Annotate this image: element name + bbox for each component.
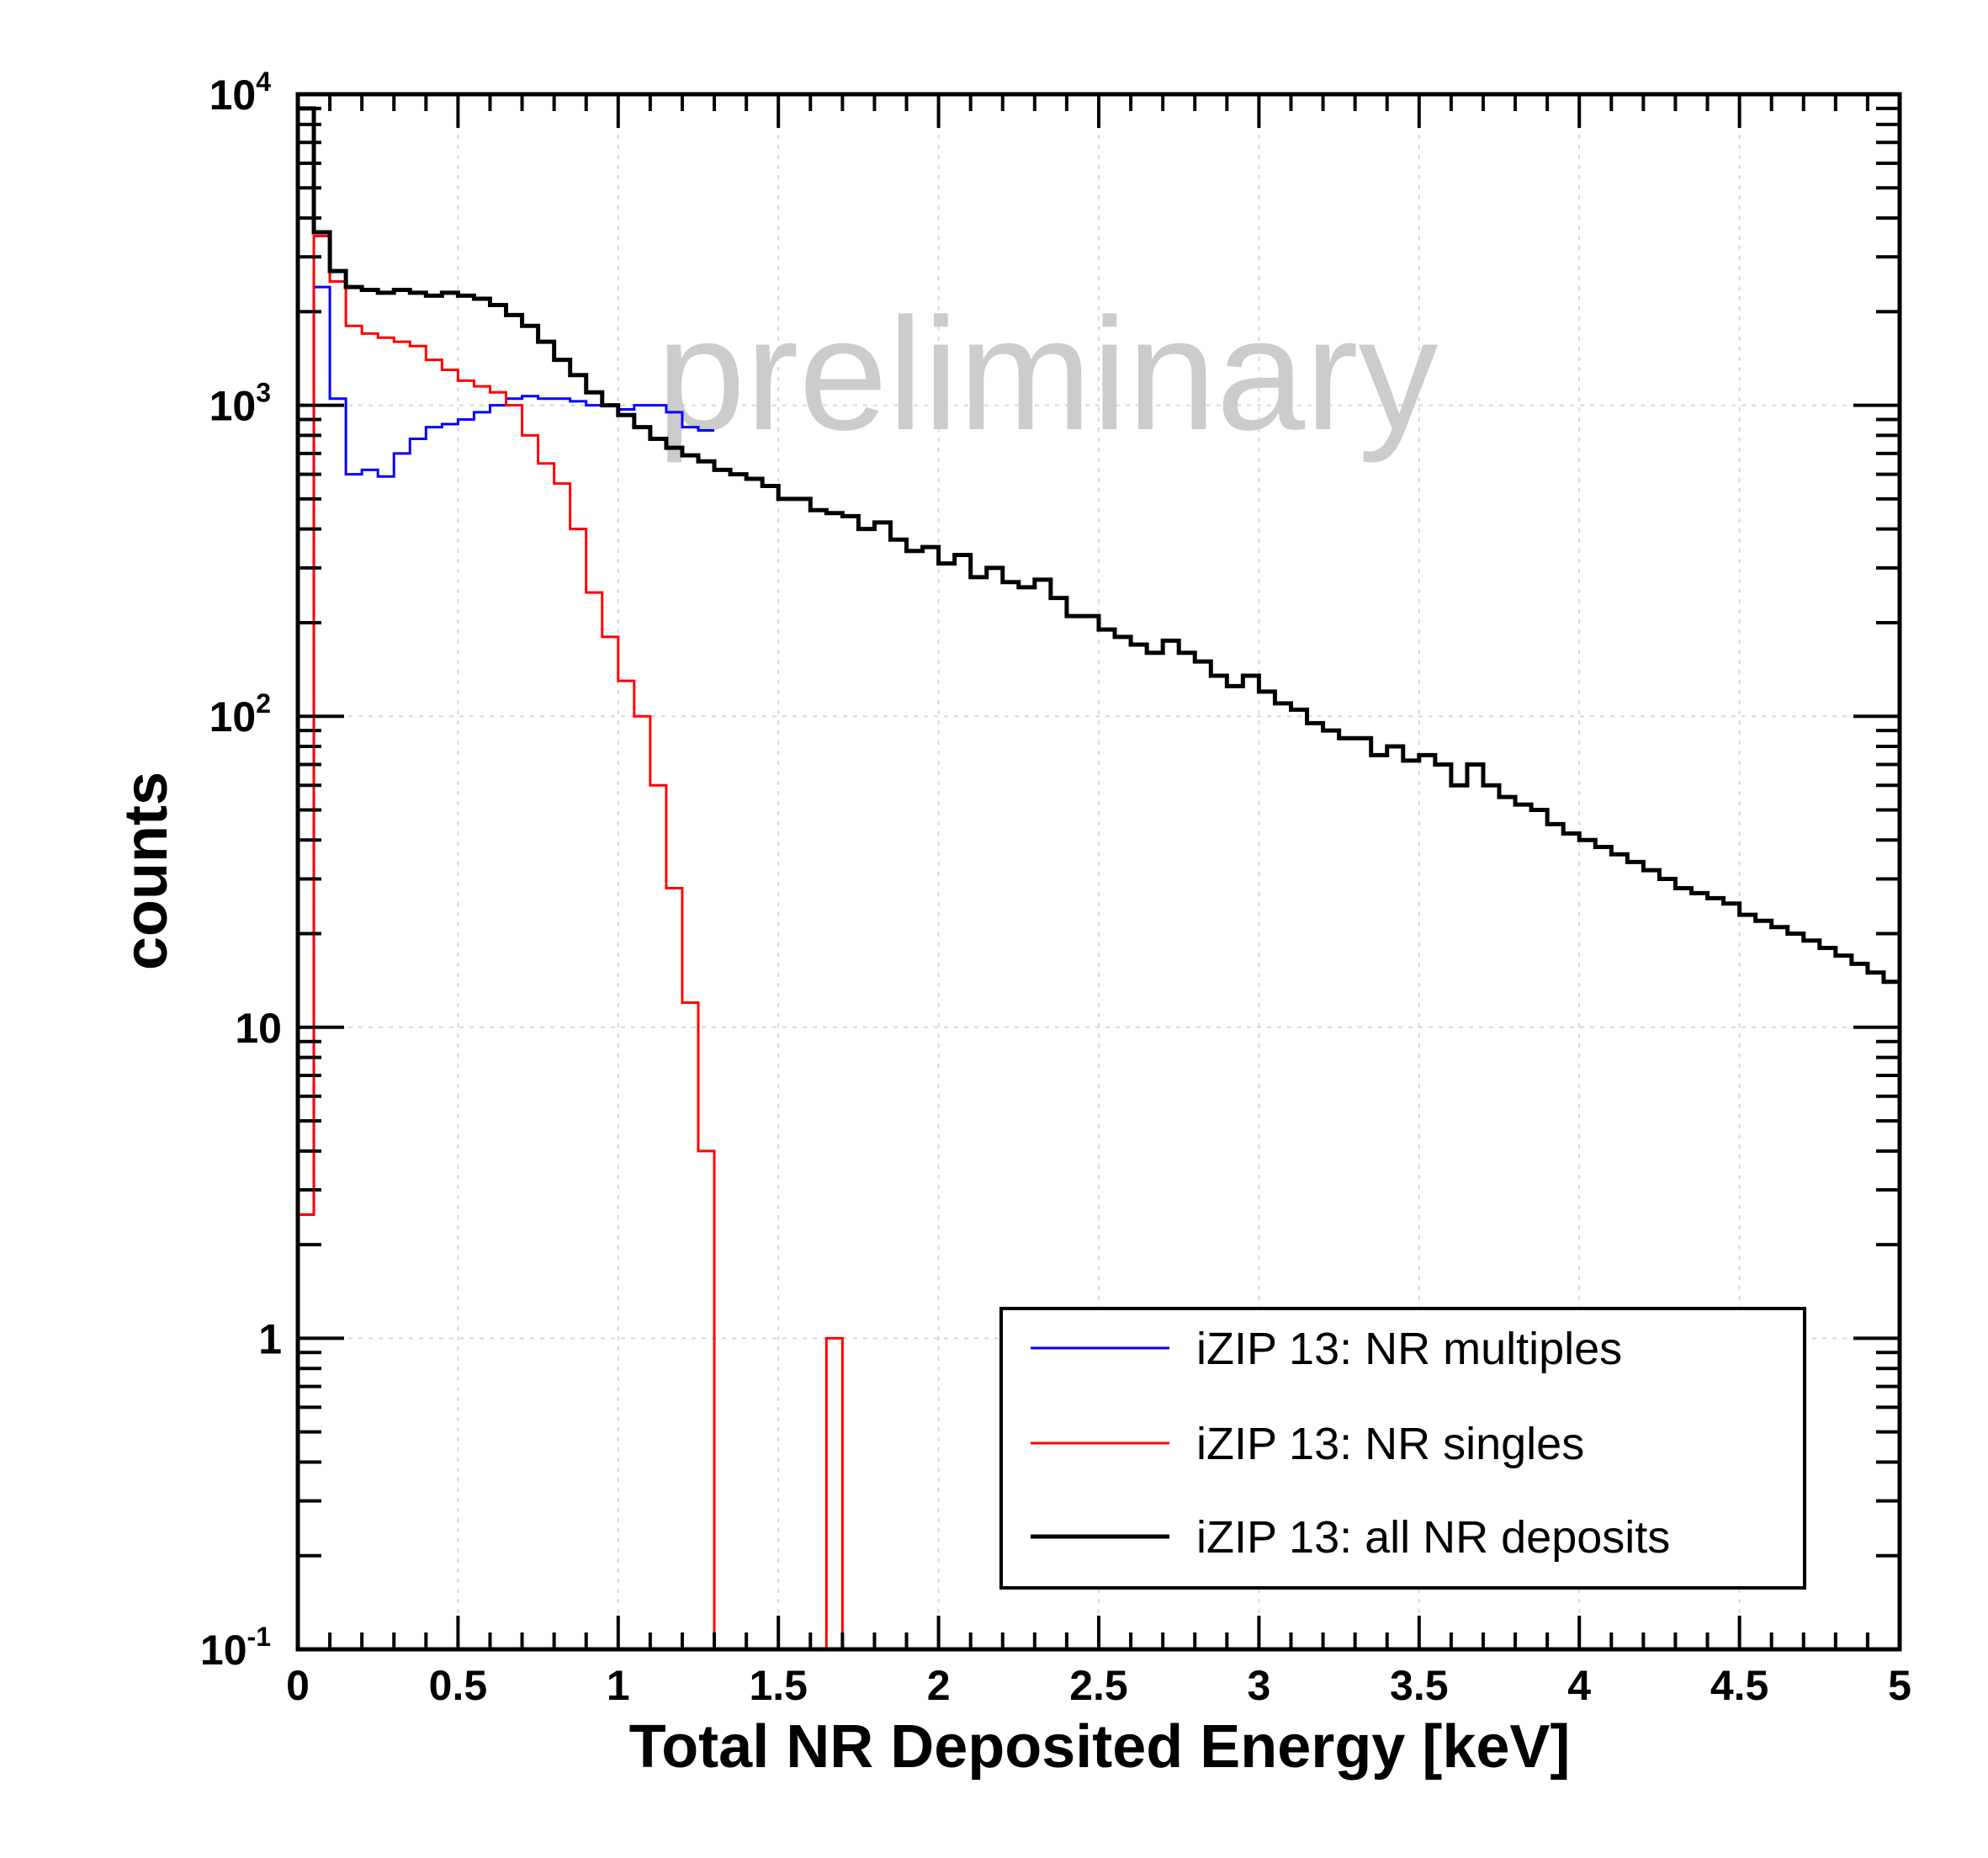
x-tick-label: 1 — [607, 1662, 630, 1709]
legend-box — [999, 1307, 1806, 1590]
y-tick-label: 10 — [235, 1005, 282, 1052]
x-tick-label: 2.5 — [1069, 1662, 1128, 1709]
legend-label-1: iZIP 13: NR multiples — [1196, 1324, 1622, 1374]
legend-label-3: iZIP 13: all NR deposits — [1196, 1512, 1670, 1563]
x-axis-title: Total NR Deposited Energy [keV] — [629, 1713, 1571, 1781]
x-tick-label: 5 — [1888, 1662, 1911, 1709]
ticks — [296, 93, 1901, 1651]
legend-label-2: iZIP 13: NR singles — [1196, 1419, 1584, 1469]
legend: iZIP 13: NR multiples iZIP 13: NR singles… — [999, 1307, 1806, 1590]
y-tick-label: 10-1 — [200, 1622, 271, 1674]
y-tick-label: 103 — [209, 378, 271, 430]
x-tick-label: 4 — [1567, 1662, 1591, 1709]
x-tick-label: 0.5 — [429, 1662, 488, 1709]
legend-entries: iZIP 13: NR multiples iZIP 13: NR singles… — [1031, 1324, 1670, 1563]
x-tick-label: 3 — [1247, 1662, 1270, 1709]
y-tick-label: 1 — [258, 1315, 282, 1362]
y-tick-label: 102 — [209, 688, 271, 741]
y-axis-title: counts — [113, 772, 180, 970]
watermark-text: preliminary — [656, 285, 1438, 464]
x-tick-label: 0 — [286, 1662, 310, 1709]
x-tick-label: 1.5 — [749, 1662, 808, 1709]
x-tick-label: 4.5 — [1710, 1662, 1769, 1709]
x-tick-label: 3.5 — [1390, 1662, 1449, 1709]
y-tick-label: 104 — [209, 66, 272, 119]
series-line-1 — [298, 285, 715, 1216]
x-tick-label: 2 — [927, 1662, 951, 1709]
x-tick-labels: 0 0.5 1 1.5 2 2.5 3 3.5 4 4.5 5 — [286, 1662, 1911, 1709]
y-tick-labels: 10-1 1 10 102 103 104 — [200, 66, 282, 1674]
series-line-3 — [298, 106, 1900, 985]
